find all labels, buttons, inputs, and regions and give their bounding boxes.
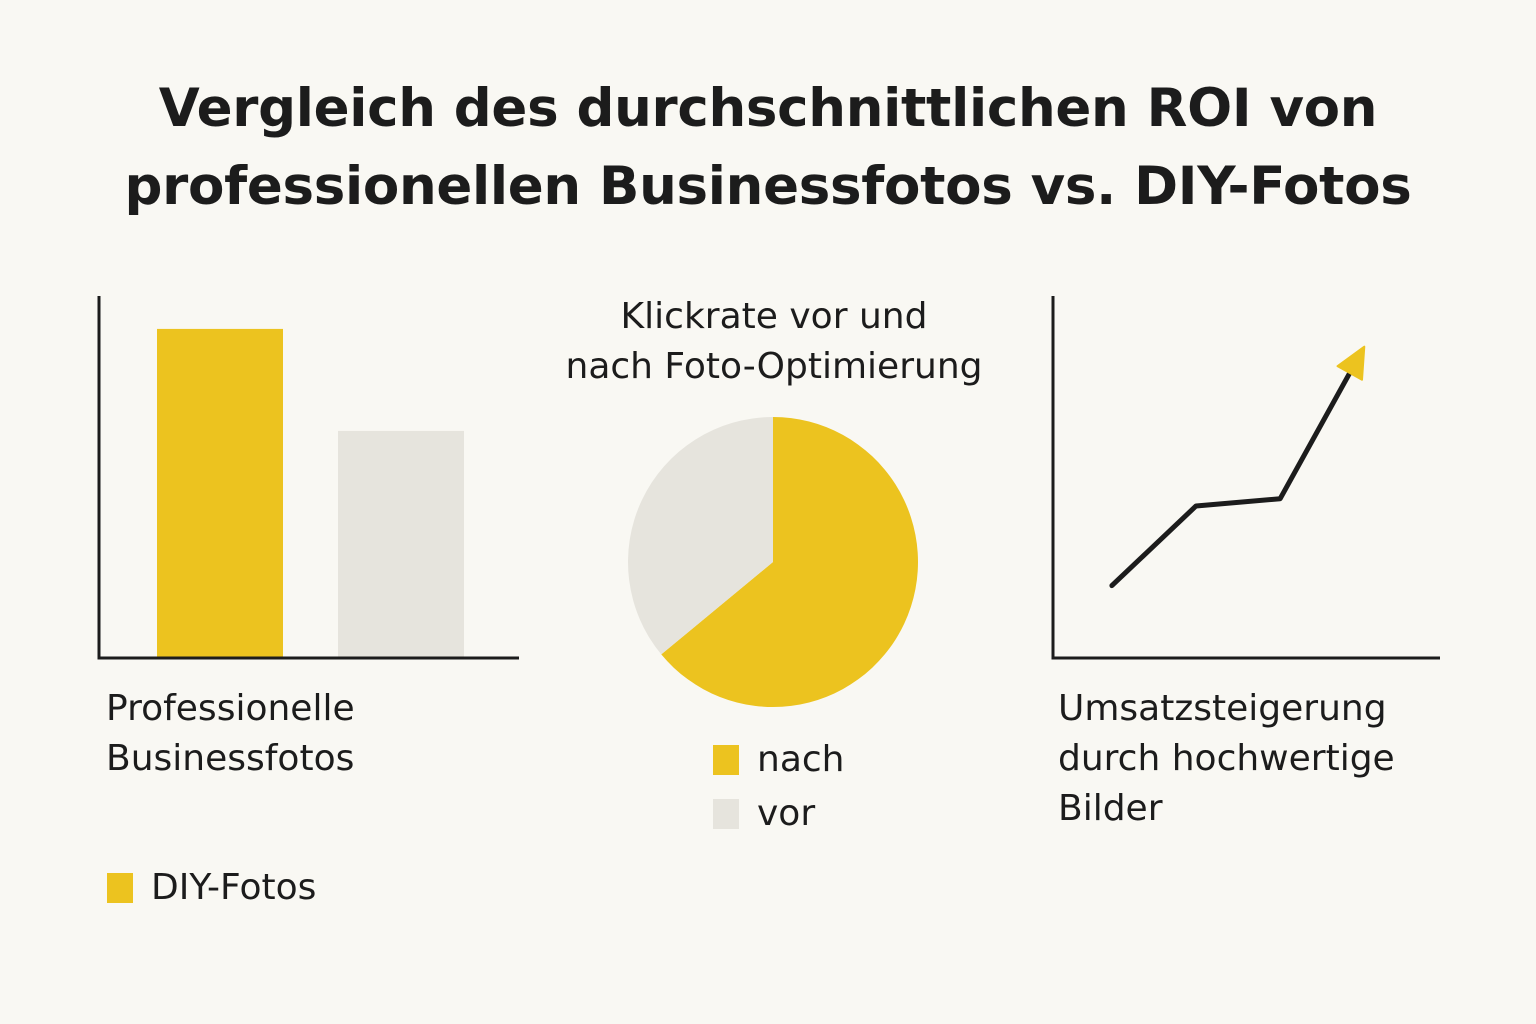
chart-title: Vergleich des durchschnittlichen ROI von… [0, 70, 1536, 226]
pie-legend-swatch-vor [713, 799, 739, 829]
bar-legend-item-diy: DIY-Fotos [107, 866, 316, 910]
line-chart-label-line-3: Bilder [1058, 788, 1163, 829]
pie-legend-swatch-nach [713, 745, 739, 775]
pie-legend-label-vor: vor [757, 793, 816, 834]
line-series [1109, 365, 1356, 589]
bar-chart-label-line-2: Businessfotos [106, 738, 355, 779]
pie-legend-label-nach: nach [757, 739, 845, 780]
bar-chart-label: Professionelle Businessfotos [106, 684, 355, 784]
line-chart [1051, 296, 1440, 660]
line-arrowhead [1336, 345, 1366, 381]
pie-chart-title-line-2: nach Foto-Optimierung [565, 346, 983, 387]
line-chart-label: Umsatzsteigerung durch hochwertige Bilde… [1058, 684, 1395, 834]
bar-chart-label-line-1: Professionelle [106, 688, 355, 729]
chart-title-line-1: Vergleich des durchschnittlichen ROI von [158, 78, 1378, 139]
pie-slice-vor [627, 417, 773, 655]
pie-chart-title-line-1: Klickrate vor und [620, 296, 928, 337]
line-chart-label-line-1: Umsatzsteigerung [1058, 688, 1387, 729]
bar-chart [97, 296, 519, 660]
pie-chart [627, 417, 918, 707]
bar-legend-label: DIY-Fotos [151, 867, 317, 908]
bar-1 [157, 328, 283, 658]
bar-2 [338, 430, 464, 658]
pie-legend-item-vor: vor [713, 792, 815, 836]
pie-legend-item-nach: nach [713, 738, 845, 782]
pie-slice-nach [661, 417, 918, 707]
pie-chart-title: Klickrate vor und nach Foto-Optimierung [474, 292, 1074, 392]
line-chart-label-line-2: durch hochwertige [1058, 738, 1395, 779]
bar-legend-swatch [107, 873, 133, 903]
chart-title-line-2: professionellen Businessfotos vs. DIY-Fo… [124, 156, 1412, 217]
